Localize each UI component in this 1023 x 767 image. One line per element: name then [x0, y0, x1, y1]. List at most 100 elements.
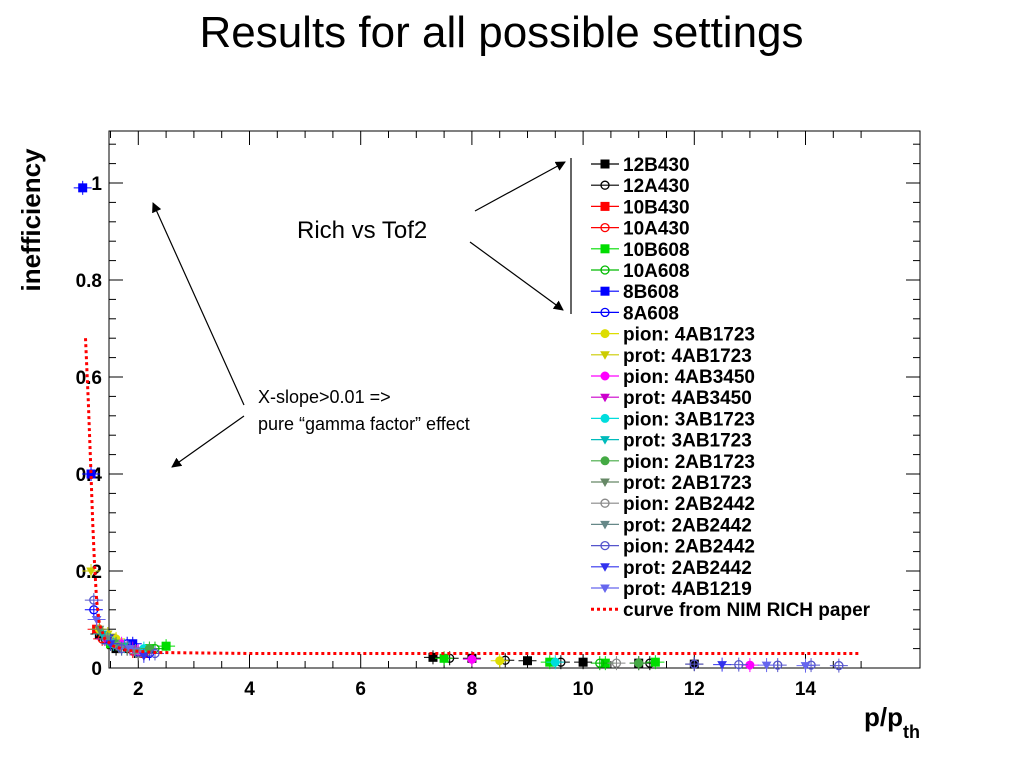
legend-entry: prot: 4AB1723: [591, 346, 752, 367]
y-tick-label: 0.2: [76, 562, 102, 583]
legend-marker: [600, 520, 610, 530]
legend-label: prot: 4AB3450: [623, 388, 752, 409]
plot-frame: [108, 130, 921, 669]
arrow-rich-down: [469, 241, 564, 311]
legend-marker: [600, 351, 610, 360]
legend-entry: pion: 2AB2442: [591, 537, 755, 558]
x-tick-label: 6: [355, 679, 366, 700]
data-point: [761, 661, 772, 671]
xslope-label-line1: X-slope>0.01 =>: [258, 387, 391, 407]
data-point: [595, 658, 605, 668]
legend-label: prot: 2AB2442: [623, 558, 752, 579]
legend-marker: [600, 436, 610, 445]
data-point: [439, 653, 449, 663]
x-tick-label: 12: [684, 679, 705, 700]
chart-annotations: Rich vs Tof2 X-slope>0.01 => pure “gamma f…: [152, 158, 572, 468]
data-point: [78, 183, 88, 193]
data-point: [611, 658, 622, 668]
legend-marker: [600, 478, 610, 488]
data-point: [550, 657, 560, 667]
chart-legend: 12B43012A43010B43010A43010B60810A6088B60…: [591, 155, 871, 621]
legend-entry: 12B430: [591, 155, 690, 176]
legend-marker: [600, 563, 610, 572]
chart-axes: 246810121400.20.40.60.81inefficiencyp/pt…: [16, 130, 921, 742]
legend-label: 8A608: [623, 303, 679, 324]
series-group: [95, 631, 659, 671]
legend-marker: [600, 498, 610, 508]
data-point: [650, 657, 660, 667]
data-point: [689, 659, 699, 669]
legend-label: pion: 2AB1723: [623, 452, 755, 473]
legend-label: 8B608: [623, 282, 679, 303]
chart-marks: [73, 180, 862, 673]
legend-label: pion: 2AB2442: [623, 537, 755, 558]
arrow-gamma-up: [152, 202, 245, 406]
legend-entry: 8B608: [591, 282, 679, 303]
series-group: [87, 612, 815, 673]
legend-entry: 10B430: [591, 197, 690, 218]
data-point: [834, 660, 844, 671]
legend-marker: [600, 244, 610, 254]
legend-label: 12B430: [623, 155, 690, 176]
data-point: [428, 652, 438, 662]
legend-entry: prot: 4AB3450: [591, 388, 752, 409]
legend-entry: prot: 3AB1723: [591, 431, 752, 452]
x-tick-label: 8: [467, 679, 478, 700]
legend-label: pion: 2AB2442: [623, 494, 755, 515]
arrow-rich-up: [474, 161, 566, 212]
legend-marker: [600, 584, 610, 594]
legend-entry: curve from NIM RICH paper: [591, 600, 871, 621]
legend-entry: pion: 4AB1723: [591, 325, 755, 346]
data-point: [495, 656, 505, 666]
legend-entry: pion: 2AB2442: [591, 494, 755, 515]
legend-marker: [600, 413, 610, 423]
data-point: [161, 641, 171, 651]
legend-marker: [600, 540, 610, 551]
data-point: [89, 595, 99, 605]
data-point: [717, 661, 727, 670]
legend-entry: 10A430: [591, 219, 690, 240]
legend-label: curve from NIM RICH paper: [623, 600, 871, 621]
slide-title: Results for all possible settings: [199, 8, 804, 57]
legend-entry: 8A608: [591, 303, 679, 324]
legend-label: prot: 4AB1723: [623, 346, 752, 367]
y-tick-label: 0.8: [76, 271, 102, 292]
xslope-label-line2: pure “gamma factor” effect: [258, 414, 470, 434]
legend-label: prot: 3AB1723: [623, 431, 752, 452]
data-point: [125, 645, 135, 654]
legend-marker: [600, 393, 610, 403]
legend-label: 10B430: [623, 197, 690, 218]
legend-label: pion: 4AB1723: [623, 325, 755, 346]
legend-marker: [600, 201, 610, 211]
legend-label: 10B608: [623, 240, 690, 261]
legend-marker: [600, 159, 610, 169]
data-point: [800, 662, 811, 671]
legend-label: 12A430: [623, 176, 690, 197]
legend-label: prot: 4AB1219: [623, 579, 752, 600]
legend-label: 10A430: [623, 219, 690, 240]
legend-marker: [600, 286, 610, 296]
legend-entry: 10B608: [591, 240, 690, 261]
legend-label: prot: 2AB1723: [623, 473, 752, 494]
x-tick-label: 4: [244, 679, 255, 700]
x-tick-label: 10: [573, 679, 594, 700]
legend-marker: [600, 307, 610, 318]
x-tick-label: 14: [795, 679, 817, 700]
arrow-gamma-down: [171, 415, 245, 468]
data-point: [734, 659, 744, 670]
legend-label: pion: 4AB3450: [623, 367, 755, 388]
legend-label: pion: 3AB1723: [623, 409, 755, 430]
legend-entry: prot: 4AB1219: [591, 579, 752, 600]
legend-entry: pion: 2AB1723: [591, 452, 755, 473]
legend-entry: prot: 2AB2442: [591, 558, 752, 579]
legend-entry: pion: 4AB3450: [591, 367, 755, 388]
y-tick-label: 0.6: [76, 368, 102, 389]
data-point: [523, 656, 532, 666]
data-point: [578, 657, 588, 667]
y-tick-label: 1: [91, 174, 102, 195]
legend-entry: prot: 2AB2442: [591, 515, 752, 536]
legend-marker: [600, 371, 610, 381]
x-tick-label: 2: [133, 679, 144, 700]
y-axis-title: inefficiency: [16, 148, 46, 292]
